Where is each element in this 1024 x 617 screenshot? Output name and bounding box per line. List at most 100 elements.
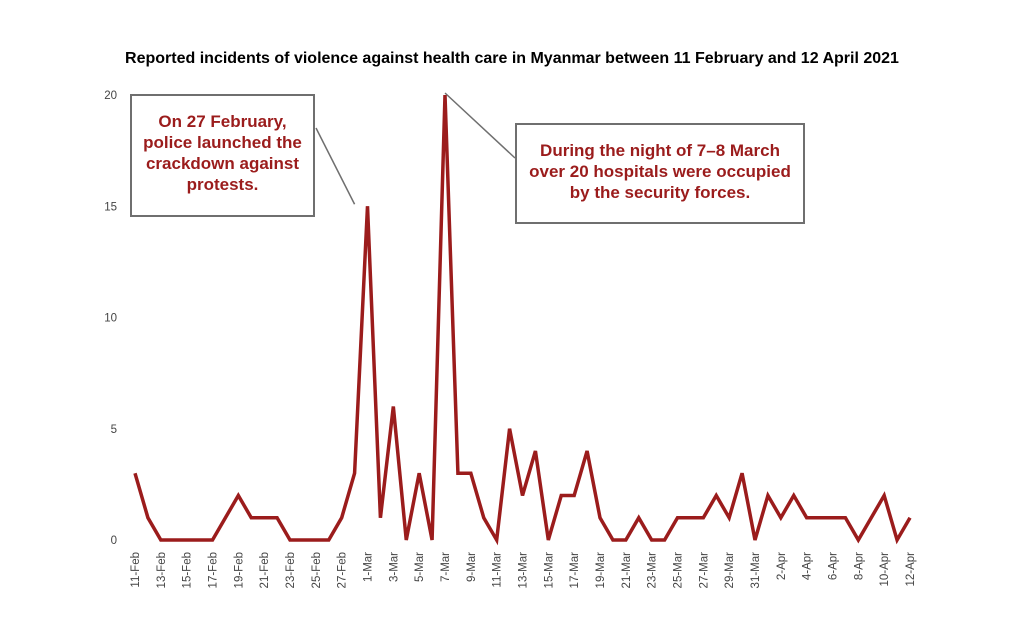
- x-axis-ticks: 11-Feb 13-Feb 15-Feb 17-Feb 19-Feb 21-Feb 23-F…: [130, 552, 917, 589]
- y-tick-label: 20: [104, 90, 117, 102]
- data-point: [236, 494, 240, 498]
- data-point: [624, 538, 628, 542]
- x-tick-label: 23-Mar: [647, 552, 659, 589]
- x-tick-label: 13-Feb: [156, 552, 168, 588]
- data-point: [688, 516, 692, 520]
- data-point: [598, 516, 602, 520]
- y-tick-label: 15: [104, 201, 117, 213]
- data-point: [533, 449, 537, 453]
- data-point: [521, 494, 525, 498]
- data-point: [882, 494, 886, 498]
- data-point: [456, 471, 460, 475]
- data-point: [430, 538, 434, 542]
- x-tick-label: 1-Mar: [363, 552, 375, 582]
- data-point: [211, 538, 215, 542]
- annotation-leaders: [315, 92, 516, 205]
- data-point: [146, 516, 150, 520]
- data-point: [908, 516, 912, 520]
- data-point: [779, 516, 783, 520]
- data-point: [766, 494, 770, 498]
- data-point: [443, 93, 447, 97]
- data-point: [340, 516, 344, 520]
- y-axis-ticks: 0 5 10 15 20: [104, 90, 117, 547]
- x-tick-label: 6-Apr: [828, 552, 840, 580]
- data-point: [366, 204, 370, 208]
- x-tick-label: 8-Apr: [853, 552, 865, 580]
- callout-line: crackdown against: [145, 154, 300, 173]
- data-point: [159, 538, 163, 542]
- x-tick-label: 11-Feb: [130, 552, 142, 588]
- data-point: [378, 516, 382, 520]
- data-point: [133, 471, 137, 475]
- data-point: [727, 516, 731, 520]
- callout-line: by the security forces.: [569, 183, 751, 202]
- data-point: [314, 538, 318, 542]
- data-point: [185, 538, 189, 542]
- x-tick-label: 19-Mar: [595, 552, 607, 589]
- x-tick-label: 25-Mar: [673, 552, 685, 589]
- data-point: [585, 449, 589, 453]
- x-tick-label: 11-Mar: [492, 552, 504, 588]
- data-point: [327, 538, 331, 542]
- data-point: [301, 538, 305, 542]
- callout-line: over 20 hospitals were occupied: [529, 162, 791, 181]
- annotation-callout-crackdown: On 27 February, police launched the crac…: [130, 94, 315, 217]
- x-tick-label: 29-Mar: [724, 552, 736, 589]
- x-tick-label: 3-Mar: [388, 552, 400, 582]
- x-tick-label: 27-Mar: [698, 552, 710, 589]
- data-point: [895, 538, 899, 542]
- data-point: [753, 538, 757, 542]
- data-point: [559, 494, 563, 498]
- y-tick-label: 5: [111, 424, 117, 436]
- data-point: [856, 538, 860, 542]
- callout-line: On 27 February,: [158, 112, 287, 131]
- data-point: [417, 471, 421, 475]
- chart-title: Reported incidents of violence against h…: [125, 50, 899, 67]
- data-point: [805, 516, 809, 520]
- data-point: [714, 494, 718, 498]
- data-point: [869, 516, 873, 520]
- series-line: [133, 94, 912, 546]
- data-point: [637, 516, 641, 520]
- x-tick-label: 19-Feb: [233, 552, 245, 588]
- x-tick-label: 12-Apr: [905, 552, 917, 587]
- x-tick-label: 27-Feb: [337, 552, 349, 588]
- data-point: [831, 516, 835, 520]
- x-tick-label: 15-Mar: [543, 552, 555, 589]
- data-point: [482, 516, 486, 520]
- data-point: [676, 516, 680, 520]
- y-tick-label: 0: [111, 535, 117, 547]
- data-point: [740, 471, 744, 475]
- data-point: [495, 538, 499, 542]
- x-tick-label: 4-Apr: [802, 552, 814, 580]
- data-point: [650, 538, 654, 542]
- annotation-leader-line: [444, 92, 516, 159]
- x-tick-label: 17-Feb: [208, 552, 220, 588]
- data-point: [701, 516, 705, 520]
- data-point: [288, 538, 292, 542]
- x-tick-label: 25-Feb: [311, 552, 323, 588]
- data-point: [198, 538, 202, 542]
- x-tick-label: 10-Apr: [879, 552, 891, 587]
- x-tick-label: 2-Apr: [776, 552, 788, 580]
- data-point: [353, 471, 357, 475]
- data-point: [843, 516, 847, 520]
- data-point: [818, 516, 822, 520]
- x-tick-label: 7-Mar: [440, 552, 452, 582]
- data-point: [611, 538, 615, 542]
- x-tick-label: 23-Feb: [285, 552, 297, 588]
- data-point: [262, 516, 266, 520]
- data-point: [172, 538, 176, 542]
- callout-line: police launched the: [143, 133, 302, 152]
- data-point: [249, 516, 253, 520]
- data-point: [508, 427, 512, 431]
- x-tick-label: 31-Mar: [750, 552, 762, 589]
- data-point: [792, 494, 796, 498]
- callout-line: During the night of 7–8 March: [540, 141, 780, 160]
- x-tick-label: 5-Mar: [414, 552, 426, 582]
- x-tick-label: 9-Mar: [466, 552, 478, 582]
- x-tick-label: 17-Mar: [569, 552, 581, 589]
- data-point: [469, 471, 473, 475]
- x-tick-label: 21-Feb: [259, 552, 271, 588]
